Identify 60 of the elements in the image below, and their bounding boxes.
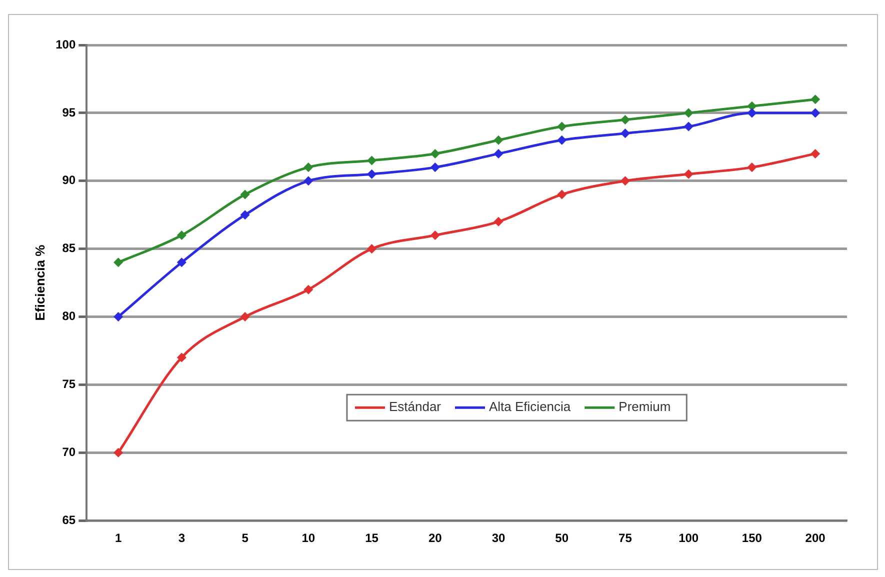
y-tick-label: 95 — [62, 105, 76, 120]
point — [177, 258, 186, 267]
point — [177, 353, 186, 362]
x-tick-label: 150 — [742, 531, 762, 546]
point — [684, 122, 693, 131]
point — [240, 190, 250, 199]
y-tick-label: 80 — [62, 309, 76, 324]
point — [620, 129, 630, 138]
x-tick-label: 100 — [678, 531, 699, 546]
point — [748, 102, 756, 110]
x-tick-label: 5 — [242, 531, 249, 546]
legend-label: Premium — [618, 399, 671, 414]
y-axis-title: Eficiencia % — [32, 244, 48, 321]
point — [620, 115, 630, 124]
point — [684, 108, 693, 118]
point — [811, 108, 820, 118]
point — [114, 448, 123, 457]
x-tick-label: 30 — [492, 531, 506, 546]
x-tick-label: 200 — [805, 531, 826, 546]
x-tick-label: 75 — [618, 531, 632, 546]
point — [494, 149, 503, 158]
point — [114, 258, 123, 267]
point — [558, 190, 566, 199]
point — [558, 122, 566, 131]
point — [240, 210, 250, 220]
x-tick-label: 10 — [302, 531, 316, 546]
point — [811, 95, 820, 104]
legend-label: Estándar — [388, 399, 442, 414]
x-tick-label: 1 — [114, 531, 122, 546]
point — [494, 217, 503, 226]
x-tick-label: 15 — [365, 531, 379, 546]
point — [304, 163, 313, 172]
y-tick-label: 100 — [56, 37, 76, 52]
point — [748, 108, 756, 118]
point — [620, 176, 630, 186]
point — [240, 312, 250, 322]
point — [811, 149, 820, 158]
point — [368, 244, 376, 254]
point — [558, 136, 566, 144]
point — [114, 312, 123, 322]
point — [684, 170, 693, 178]
y-tick-label: 85 — [62, 241, 76, 256]
point — [430, 149, 440, 158]
point — [304, 285, 313, 294]
y-tick-label: 70 — [62, 444, 76, 459]
point — [430, 163, 440, 172]
x-tick-label: 3 — [178, 531, 186, 546]
point — [494, 136, 503, 144]
point — [430, 230, 440, 240]
point — [304, 176, 313, 186]
y-tick-label: 90 — [62, 173, 76, 188]
x-tick-label: 50 — [555, 531, 569, 546]
point — [368, 156, 376, 165]
x-tick-label: 20 — [428, 531, 442, 546]
legend-label: Alta Eficiencia — [489, 399, 572, 414]
point — [368, 170, 376, 178]
point — [177, 230, 186, 240]
y-tick-label: 65 — [62, 512, 76, 527]
y-tick-label: 75 — [62, 377, 76, 392]
point — [748, 163, 756, 172]
